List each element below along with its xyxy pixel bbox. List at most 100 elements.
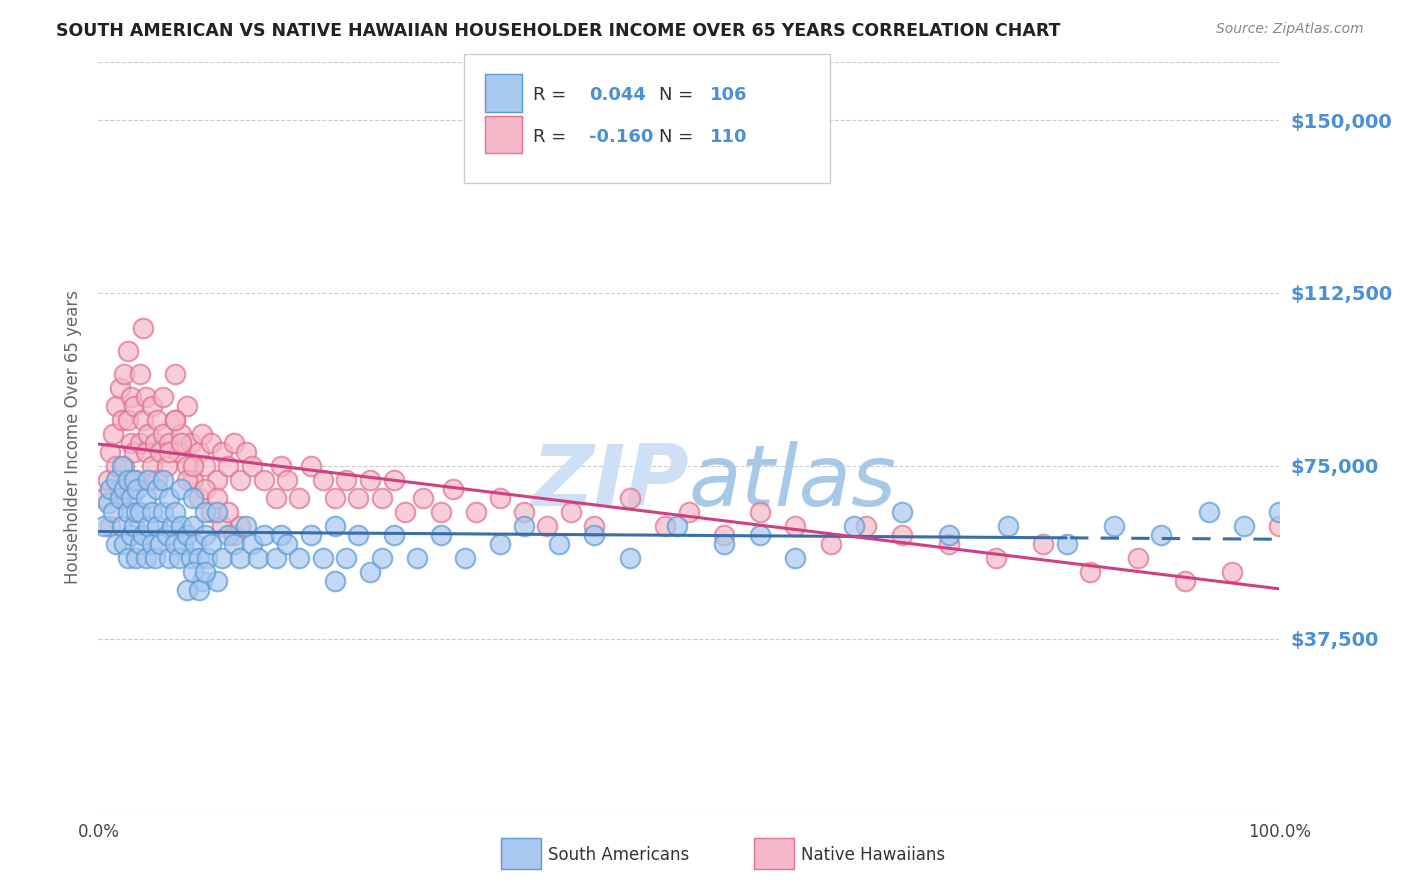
Point	[135, 390, 157, 404]
Point	[200, 537, 222, 551]
Point	[512, 505, 534, 519]
Point	[121, 528, 143, 542]
Point	[235, 519, 257, 533]
Text: Source: ZipAtlas.com: Source: ZipAtlas.com	[1216, 22, 1364, 37]
Point	[299, 528, 322, 542]
Point	[157, 435, 180, 450]
Point	[235, 445, 257, 459]
Point	[412, 491, 434, 505]
Text: SOUTH AMERICAN VS NATIVE HAWAIIAN HOUSEHOLDER INCOME OVER 65 YEARS CORRELATION C: SOUTH AMERICAN VS NATIVE HAWAIIAN HOUSEH…	[56, 22, 1060, 40]
Point	[619, 491, 641, 505]
Point	[101, 505, 124, 519]
Point	[170, 519, 193, 533]
Point	[122, 473, 145, 487]
Point	[181, 491, 204, 505]
Point	[855, 519, 877, 533]
Point	[347, 528, 370, 542]
Point	[1102, 519, 1125, 533]
Point	[125, 551, 148, 566]
Point	[229, 519, 252, 533]
Point	[117, 505, 139, 519]
Point	[121, 491, 143, 505]
Point	[224, 528, 246, 542]
Point	[112, 482, 135, 496]
Point	[335, 473, 357, 487]
Point	[167, 445, 190, 459]
Point	[117, 473, 139, 487]
Point	[619, 551, 641, 566]
Point	[180, 435, 202, 450]
Point	[1056, 537, 1078, 551]
Point	[713, 537, 735, 551]
Point	[382, 528, 405, 542]
Point	[187, 491, 209, 505]
Point	[98, 445, 121, 459]
Point	[184, 537, 207, 551]
Point	[205, 473, 228, 487]
Point	[146, 473, 169, 487]
Point	[117, 413, 139, 427]
Point	[157, 491, 180, 505]
Point	[121, 435, 143, 450]
Point	[122, 519, 145, 533]
Point	[141, 537, 163, 551]
Text: ZIP: ZIP	[531, 441, 689, 524]
Point	[382, 473, 405, 487]
Point	[165, 537, 187, 551]
Point	[229, 551, 252, 566]
Point	[1233, 519, 1256, 533]
Point	[170, 435, 193, 450]
Point	[187, 445, 209, 459]
Point	[149, 445, 172, 459]
Point	[146, 413, 169, 427]
Point	[187, 583, 209, 598]
Point	[1032, 537, 1054, 551]
Point	[172, 537, 194, 551]
Point	[548, 537, 571, 551]
Point	[105, 399, 128, 413]
Point	[224, 537, 246, 551]
Y-axis label: Householder Income Over 65 years: Householder Income Over 65 years	[63, 290, 82, 584]
Point	[135, 551, 157, 566]
Point	[170, 426, 193, 441]
Point	[288, 551, 311, 566]
Point	[938, 537, 960, 551]
Point	[678, 505, 700, 519]
Point	[890, 505, 912, 519]
Point	[135, 445, 157, 459]
Point	[132, 413, 155, 427]
Point	[489, 491, 512, 505]
Point	[844, 519, 866, 533]
Point	[253, 473, 276, 487]
Point	[240, 537, 263, 551]
Text: R =: R =	[533, 128, 572, 146]
Point	[240, 458, 263, 473]
Point	[276, 537, 298, 551]
Point	[93, 491, 115, 505]
Text: Native Hawaiians: Native Hawaiians	[801, 846, 946, 863]
Point	[157, 445, 180, 459]
Point	[264, 551, 287, 566]
Point	[1220, 565, 1243, 579]
Point	[181, 565, 204, 579]
Point	[359, 473, 381, 487]
Point	[180, 551, 202, 566]
Point	[1150, 528, 1173, 542]
Point	[112, 537, 135, 551]
Text: N =: N =	[659, 128, 699, 146]
Point	[181, 458, 204, 473]
Point	[323, 519, 346, 533]
Point	[112, 458, 135, 473]
Point	[136, 473, 159, 487]
Point	[938, 528, 960, 542]
Point	[194, 505, 217, 519]
Point	[748, 528, 770, 542]
Point	[430, 528, 453, 542]
Point	[111, 413, 134, 427]
Point	[347, 491, 370, 505]
Text: South Americans: South Americans	[548, 846, 689, 863]
Point	[299, 458, 322, 473]
Point	[1080, 565, 1102, 579]
Point	[441, 482, 464, 496]
Point	[1268, 519, 1291, 533]
